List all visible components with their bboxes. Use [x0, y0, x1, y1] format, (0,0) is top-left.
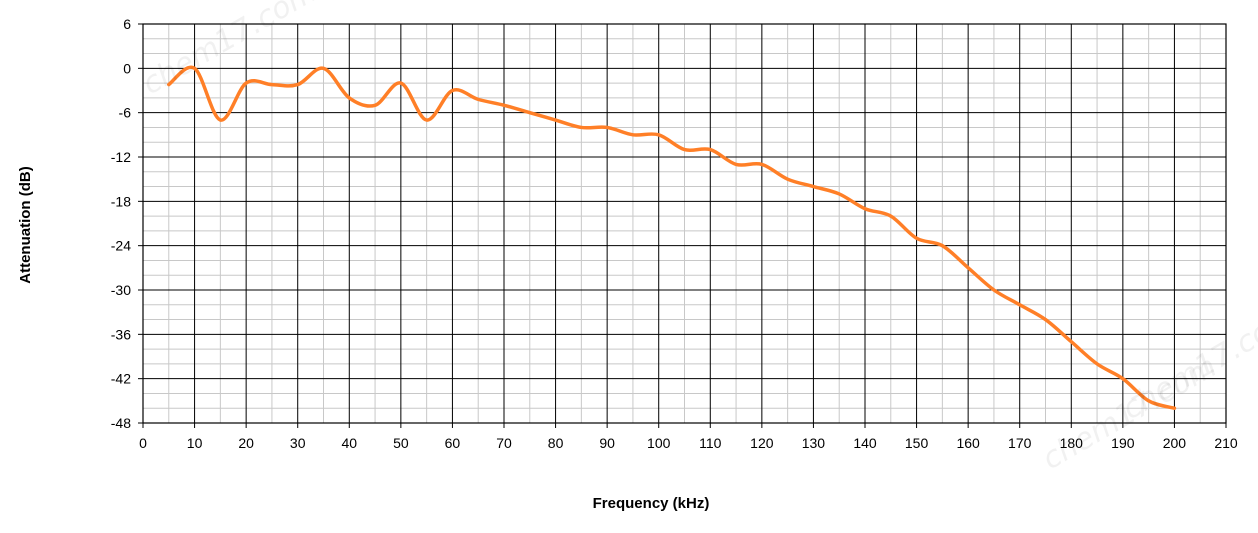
- y-tick-label: -18: [111, 193, 131, 209]
- y-tick-label: -42: [111, 371, 131, 387]
- x-tick-label: 160: [956, 435, 980, 451]
- y-tick-label: -6: [119, 105, 132, 121]
- x-tick-label: 90: [599, 435, 615, 451]
- x-tick-label: 80: [548, 435, 564, 451]
- y-tick-marks: [138, 23, 143, 424]
- x-tick-label: 170: [1008, 435, 1032, 451]
- x-axis-title: Frequency (kHz): [593, 495, 710, 512]
- x-tick-label: 130: [802, 435, 826, 451]
- x-tick-label: 40: [341, 435, 357, 451]
- y-tick-label: -30: [111, 282, 131, 298]
- watermark-layer: chem17.com chem17.com chem17.com: [137, 0, 1258, 477]
- x-tick-label: 150: [905, 435, 929, 451]
- plot-border: [142, 23, 1227, 424]
- minor-grid: [143, 24, 1226, 423]
- x-tick-label: 200: [1163, 435, 1187, 451]
- x-tick-label: 180: [1060, 435, 1084, 451]
- x-tick-labels: 0 10 20 30 40 50 60 70 80 90 100 110 120 130 140 150 160…: [139, 435, 1238, 451]
- x-tick-label: 100: [647, 435, 671, 451]
- x-tick-label: 10: [187, 435, 203, 451]
- y-tick-label: 6: [123, 16, 131, 32]
- x-tick-label: 190: [1111, 435, 1135, 451]
- y-tick-label: -48: [111, 415, 131, 431]
- x-tick-label: 20: [238, 435, 254, 451]
- y-tick-labels: 6 0 -6 -12 -18 -24 -30 -36 -42 -48: [111, 16, 131, 431]
- x-tick-label: 30: [290, 435, 306, 451]
- plot-border-rect: [142, 23, 1227, 424]
- x-tick-label: 0: [139, 435, 147, 451]
- x-tick-label: 140: [853, 435, 877, 451]
- x-tick-label: 50: [393, 435, 409, 451]
- y-axis-title: Attenuation (dB): [17, 166, 34, 283]
- x-tick-label: 70: [496, 435, 512, 451]
- y-tick-label: 0: [123, 60, 131, 76]
- y-tick-label: -24: [111, 238, 131, 254]
- x-tick-label: 60: [445, 435, 461, 451]
- x-tick-label: 110: [699, 435, 722, 451]
- y-tick-label: -36: [111, 326, 131, 342]
- x-tick-label: 210: [1214, 435, 1238, 451]
- y-tick-label: -12: [111, 149, 131, 165]
- x-tick-marks: [142, 423, 1227, 428]
- series-line-1: [167, 65, 1177, 410]
- x-tick-label: 120: [750, 435, 774, 451]
- series-layer: [167, 65, 1177, 410]
